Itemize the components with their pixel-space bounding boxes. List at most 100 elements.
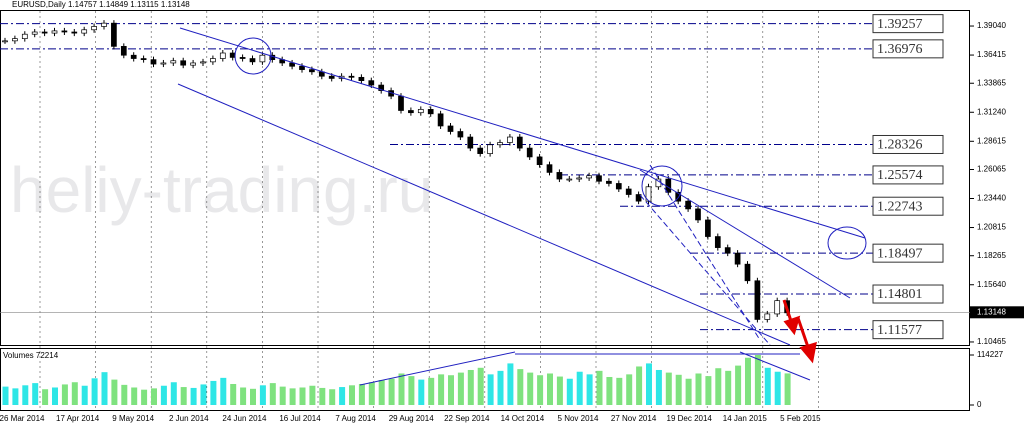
volume-bar xyxy=(725,370,732,405)
candle-body xyxy=(497,142,503,146)
volume-bar xyxy=(388,378,395,405)
candle-body xyxy=(289,62,295,67)
candle-body xyxy=(51,30,58,34)
candle-body xyxy=(566,178,573,181)
candle-body xyxy=(477,147,484,154)
volume-bar xyxy=(665,372,672,405)
x-tick-label: 5 Nov 2014 xyxy=(558,414,599,423)
candle-body xyxy=(586,175,592,179)
candle-body xyxy=(210,58,216,63)
candle-body xyxy=(249,58,256,63)
volume-title: Volumes 72214 xyxy=(3,351,59,360)
candle-body xyxy=(150,59,157,65)
level-box xyxy=(872,14,944,34)
y-tick-label: 1.18265 xyxy=(977,251,1006,260)
candle-body xyxy=(417,109,424,114)
x-tick-label: 17 Apr 2014 xyxy=(56,414,100,423)
level-label: 1.22743 xyxy=(877,199,923,214)
volume-trend xyxy=(359,351,516,386)
candle-body xyxy=(21,33,28,39)
volume-bar xyxy=(339,387,346,405)
candle-body xyxy=(160,62,167,65)
candle-body xyxy=(754,280,761,320)
volume-bar xyxy=(448,375,454,405)
level-label: 1.11577 xyxy=(877,323,922,338)
volume-bar xyxy=(418,379,425,405)
x-tick-label: 27 Nov 2014 xyxy=(611,414,657,423)
volume-bar xyxy=(537,375,544,405)
x-tick-label: 19 Dec 2014 xyxy=(667,414,713,423)
volume-bar xyxy=(81,385,88,405)
y-tick-label: 1.33865 xyxy=(977,78,1006,87)
volume-bar xyxy=(52,387,58,405)
candle-body xyxy=(625,188,632,195)
volume-bar xyxy=(735,365,742,405)
volume-bar xyxy=(269,383,276,405)
candle-body xyxy=(507,136,513,143)
level-box xyxy=(872,243,944,263)
volume-bar xyxy=(22,385,29,405)
candle-body xyxy=(526,147,533,158)
volume-bar xyxy=(101,372,108,405)
watermark: heliy-trading.ru xyxy=(10,154,433,226)
volume-trend xyxy=(739,351,811,381)
candle-body xyxy=(31,31,38,35)
volume-bar xyxy=(566,378,573,405)
volume-bar xyxy=(527,372,534,405)
channel-bottom xyxy=(177,83,791,346)
candle-body xyxy=(556,172,563,180)
volume-bar xyxy=(309,385,316,405)
volume-bar xyxy=(457,372,464,405)
candle-body xyxy=(140,58,147,60)
y-tick-label: 1.23440 xyxy=(977,194,1006,203)
y-tick-label: 1.20815 xyxy=(977,223,1006,232)
volume-bar xyxy=(170,382,177,405)
level-box xyxy=(872,284,944,304)
candle-body xyxy=(408,110,414,114)
volume-bar xyxy=(428,377,435,405)
candle-body xyxy=(130,54,137,59)
volume-bar xyxy=(250,388,256,405)
candle-body xyxy=(12,38,18,42)
volume-bar xyxy=(12,388,19,405)
candle-body xyxy=(368,80,375,86)
volume-bar xyxy=(180,387,187,405)
candle-body xyxy=(101,22,107,27)
x-tick-label: 24 Jun 2014 xyxy=(222,414,267,423)
volume-bar xyxy=(467,369,474,405)
x-tick-label: 26 Mar 2014 xyxy=(0,414,45,423)
y-tick-label: 1.15640 xyxy=(977,280,1006,289)
level-label: 1.18497 xyxy=(877,246,923,261)
candle-body xyxy=(61,30,68,33)
volume-bar xyxy=(616,377,623,405)
candle-body xyxy=(437,113,444,127)
candle-body xyxy=(219,52,226,59)
candle-body xyxy=(774,300,781,315)
candle-body xyxy=(239,57,246,59)
candle-body xyxy=(81,29,88,34)
candle-body xyxy=(615,183,622,190)
level-label: 1.39257 xyxy=(877,17,923,32)
volume-bar xyxy=(596,370,603,405)
volume-bar xyxy=(398,373,405,405)
x-tick-label: 29 Aug 2014 xyxy=(389,414,434,423)
candle-body xyxy=(180,60,187,66)
candle-body xyxy=(457,131,464,138)
volume-bar xyxy=(705,376,712,405)
candle-body xyxy=(546,164,553,173)
level-box xyxy=(872,320,944,340)
volume-bar xyxy=(715,368,722,405)
level-label: 1.25574 xyxy=(877,168,923,183)
candle-body xyxy=(91,26,97,31)
volume-bar xyxy=(487,374,494,405)
volume-bar xyxy=(220,377,227,405)
volume-bar xyxy=(408,376,415,405)
volume-bar xyxy=(547,373,553,405)
level-box xyxy=(872,39,944,59)
x-tick-label: 5 Feb 2015 xyxy=(780,414,821,423)
level-box xyxy=(872,165,944,185)
candle-body xyxy=(299,65,305,70)
volume-bar xyxy=(210,380,217,405)
volume-bar xyxy=(230,383,237,405)
